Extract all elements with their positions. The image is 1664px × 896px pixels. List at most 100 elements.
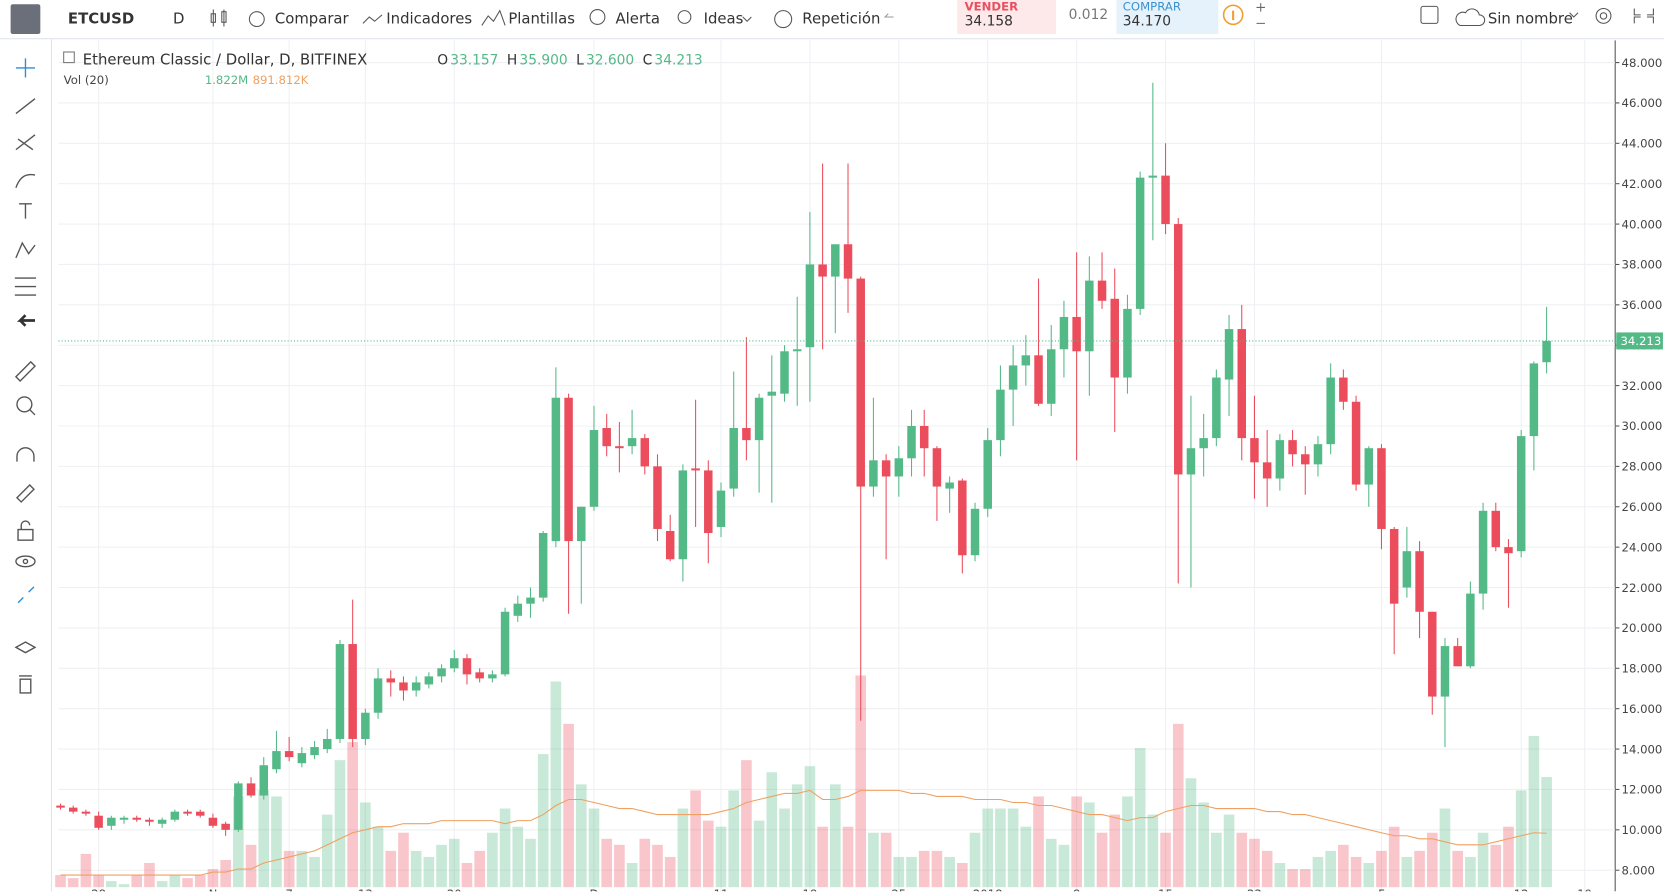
layout-icons[interactable] — [1418, 4, 1492, 32]
candle-body — [386, 678, 396, 683]
volume-bar — [1503, 826, 1514, 888]
volume-bar — [1033, 796, 1044, 888]
indicators-button[interactable]: Indicadores — [386, 10, 473, 28]
candle-body — [653, 466, 662, 529]
volume-bar — [1058, 844, 1070, 888]
volume-bar — [1198, 802, 1209, 888]
layout-name[interactable]: Sin nombre — [1487, 10, 1573, 28]
volume-bar — [1490, 844, 1502, 888]
x-tick-label: 2018 — [973, 887, 1003, 892]
candle-body — [1542, 340, 1551, 363]
candle-body — [958, 480, 967, 556]
templates-button[interactable]: Plantillas — [508, 10, 575, 28]
candle-body — [1224, 329, 1234, 380]
volume-bar — [207, 869, 219, 888]
sell-label: VENDER — [964, 0, 1019, 14]
volume-bar — [233, 796, 244, 888]
candle-body — [399, 682, 408, 691]
candle-body — [1402, 551, 1412, 588]
volume-bar — [1249, 838, 1260, 888]
y-tick-label: 40.000 — [1622, 217, 1663, 231]
candle-body — [246, 783, 256, 796]
candle-body — [767, 391, 777, 396]
ohlc-value: 35.900 — [519, 53, 567, 69]
ideas-button[interactable]: Ideas — [703, 10, 744, 28]
chart-pane[interactable]: 8.000 10.000 12.000 14.000 16.000 18.000 20.00… — [52, 39, 1664, 892]
candle-body — [1313, 444, 1323, 465]
chart-style-icon[interactable] — [208, 6, 229, 29]
candle-body — [1440, 646, 1450, 697]
candle-body — [68, 807, 78, 812]
volume-bar — [1401, 856, 1413, 888]
candle-body — [1072, 316, 1081, 352]
volume-bar — [194, 875, 206, 888]
candle-body — [119, 817, 129, 820]
buy-box[interactable] — [1116, 0, 1219, 34]
replay-button[interactable]: Repetición — [802, 10, 881, 28]
volume-bar — [1363, 862, 1375, 888]
alert-button[interactable]: Alerta — [615, 10, 660, 28]
candle-body — [1504, 547, 1513, 554]
volume-bar — [855, 675, 867, 888]
candle-body — [1237, 329, 1247, 439]
candle-body — [500, 611, 510, 675]
volume-bar — [677, 808, 689, 888]
interval[interactable]: D — [172, 10, 185, 28]
volume-bar — [1287, 869, 1298, 888]
candle-body — [1186, 448, 1196, 475]
candle-body — [183, 811, 192, 814]
drawing-tools[interactable] — [0, 39, 51, 891]
candle-body — [145, 819, 154, 822]
candle-body — [1491, 510, 1501, 548]
volume-bar — [1020, 826, 1032, 888]
volume-bar — [1465, 856, 1476, 888]
sell-box[interactable] — [957, 0, 1056, 34]
volume-bar — [1477, 832, 1489, 888]
candle-body — [1046, 349, 1056, 404]
x-tick-label: 22 — [1247, 887, 1262, 892]
volume-bar — [131, 875, 143, 888]
candle-body — [1008, 365, 1018, 390]
ohlc-key: L — [576, 53, 584, 69]
volume-bar — [1541, 776, 1552, 888]
candle-body — [742, 428, 751, 441]
candle-body — [411, 682, 421, 691]
candle-body — [1301, 454, 1310, 465]
candle-body — [513, 603, 523, 616]
y-tick-label: 32.000 — [1622, 379, 1663, 393]
volume-bar — [957, 862, 968, 888]
candle-body — [335, 644, 345, 739]
volume-bar — [436, 844, 447, 888]
candle-body — [881, 460, 891, 477]
compare-button[interactable]: Comparar — [274, 10, 349, 28]
volume-bar — [1084, 802, 1095, 888]
volume-bar — [1325, 850, 1336, 888]
x-tick-label: 7 — [285, 887, 292, 892]
volume-bar — [550, 681, 562, 888]
candle-body — [983, 440, 992, 509]
candle-body — [894, 458, 904, 477]
settings-icons[interactable] — [1566, 4, 1662, 32]
candle-body — [132, 817, 141, 820]
x-tick-label: 20 — [447, 887, 462, 892]
avatar[interactable] — [10, 4, 41, 34]
volume-bar — [1007, 808, 1019, 888]
candle-body — [424, 676, 434, 685]
volume-bar — [728, 790, 740, 888]
volume-bar — [156, 881, 168, 888]
candle-body — [272, 751, 281, 770]
ohlc-key: O — [437, 53, 448, 69]
symbol[interactable]: ETCUSD — [67, 10, 135, 28]
volume-bar — [461, 862, 473, 888]
volume-bar — [1274, 862, 1286, 888]
candle-body — [780, 351, 789, 394]
price-axis-background — [1615, 40, 1664, 892]
volume-bar — [245, 844, 257, 888]
candle-body — [1021, 355, 1031, 366]
x-tick-label: N — [209, 887, 218, 892]
volume-bar — [690, 790, 701, 888]
volume-bar — [1414, 850, 1425, 888]
volume-bar — [423, 856, 435, 888]
volume-ma-line — [60, 789, 1547, 876]
y-tick-label: 36.000 — [1622, 298, 1663, 312]
